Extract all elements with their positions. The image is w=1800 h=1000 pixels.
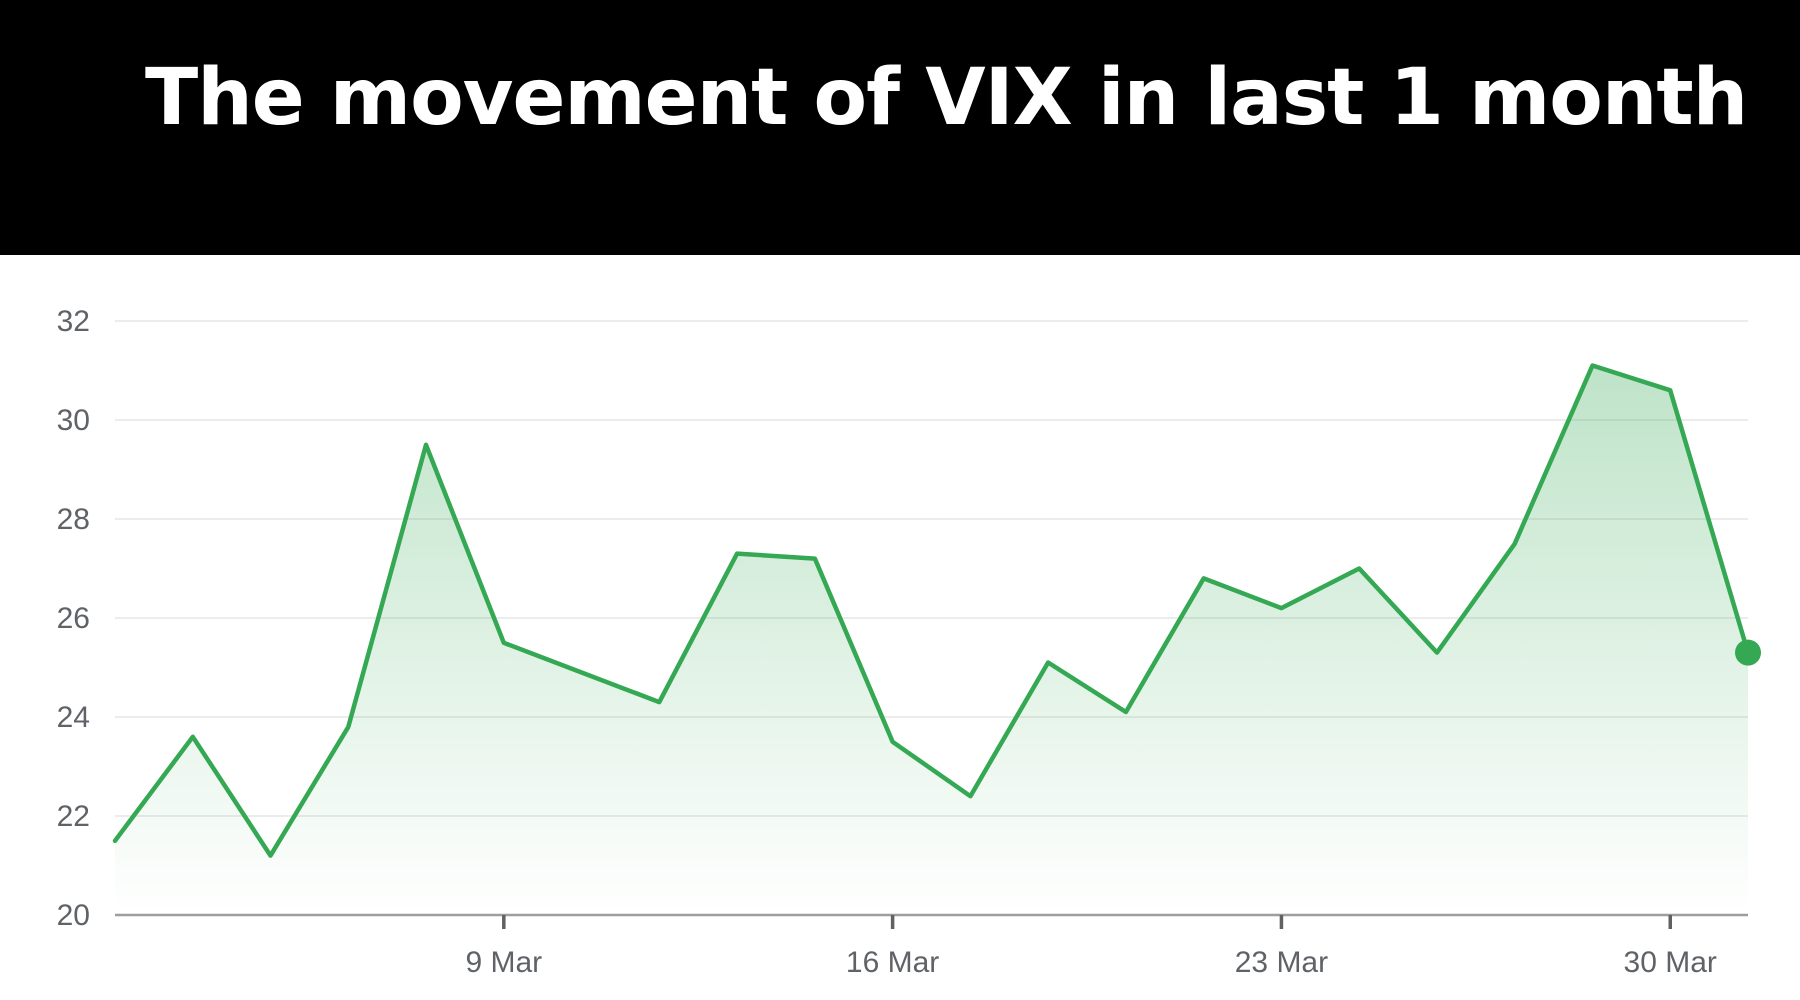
y-axis: 20 22 24 26 28 30 32	[57, 305, 90, 932]
latest-value-dot	[1735, 639, 1761, 666]
title-banner: The movement of VIX in last 1 month	[0, 0, 1800, 255]
data-point	[1202, 576, 1206, 580]
y-tick-label: 22	[57, 800, 90, 833]
data-point	[269, 854, 273, 858]
data-point	[1435, 651, 1439, 655]
vix-area-fill	[115, 365, 1748, 915]
data-point	[1668, 388, 1672, 392]
y-tick-label: 28	[57, 503, 90, 536]
data-point	[113, 839, 117, 843]
x-axis: 9 Mar 16 Mar 23 Mar 30 Mar	[115, 913, 1748, 979]
data-point	[1357, 567, 1361, 571]
data-point	[424, 443, 428, 447]
x-tick-label: 9 Mar	[465, 946, 542, 979]
data-point	[1513, 542, 1517, 546]
y-tick-label: 20	[57, 899, 90, 932]
data-point	[735, 552, 739, 556]
y-tick-label: 32	[57, 305, 90, 338]
data-point	[657, 700, 661, 704]
y-tick-label: 24	[57, 701, 90, 734]
data-point	[968, 794, 972, 798]
page-title: The movement of VIX in last 1 month	[145, 53, 1748, 143]
data-point	[1124, 710, 1128, 714]
plot-area	[112, 363, 1761, 915]
data-point	[346, 725, 350, 729]
data-point	[813, 557, 817, 561]
y-tick-label: 30	[57, 404, 90, 437]
data-point	[191, 735, 195, 739]
x-tick-label: 16 Mar	[846, 946, 939, 979]
data-point	[580, 671, 584, 675]
x-tick-label: 23 Mar	[1235, 946, 1328, 979]
data-point	[1591, 364, 1595, 368]
data-point	[1279, 606, 1283, 610]
y-tick-label: 26	[57, 602, 90, 635]
vix-series-line	[112, 363, 1751, 858]
data-point	[1046, 661, 1050, 665]
data-point	[891, 740, 895, 744]
data-point	[502, 641, 506, 645]
x-tick-label: 30 Mar	[1624, 946, 1717, 979]
vix-line-chart: 20 22 24 26 28 30 32 9 Mar 16 Mar 23 Mar 30 Mar	[57, 305, 1761, 979]
